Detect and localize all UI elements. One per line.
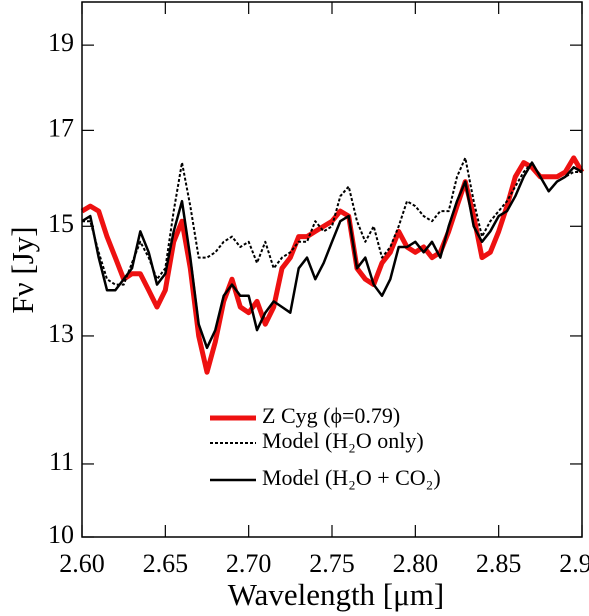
- x-tick-label: 2.60: [59, 549, 105, 578]
- plot-frame: [81, 1, 583, 538]
- y-tick-label: 17: [48, 113, 74, 142]
- series-line: [81, 161, 583, 350]
- y-tick-label: 10: [48, 520, 74, 549]
- y-tick-label: 13: [48, 319, 74, 348]
- y-tick-label: 15: [48, 209, 74, 238]
- x-tick-label: 2.90: [559, 549, 589, 578]
- y-axis-label: Fν [Jy]: [5, 226, 40, 313]
- series-line: [80, 155, 585, 375]
- y-tick-label: 11: [49, 447, 74, 476]
- x-tick-label: 2.75: [309, 549, 355, 578]
- legend-label: Z Cyg (ϕ=0.79): [262, 403, 400, 428]
- y-tick-label: 19: [48, 28, 74, 57]
- legend-label: Model (H₂O only): [262, 428, 424, 453]
- x-tick-label: 2.85: [476, 549, 522, 578]
- x-tick-label: 2.65: [143, 549, 189, 578]
- x-axis-label: Wavelength [μm]: [228, 577, 444, 612]
- x-tick-label: 2.70: [226, 549, 272, 578]
- x-tick-label: 2.80: [393, 549, 439, 578]
- legend-label: Model (H₂O + CO₂): [262, 465, 441, 490]
